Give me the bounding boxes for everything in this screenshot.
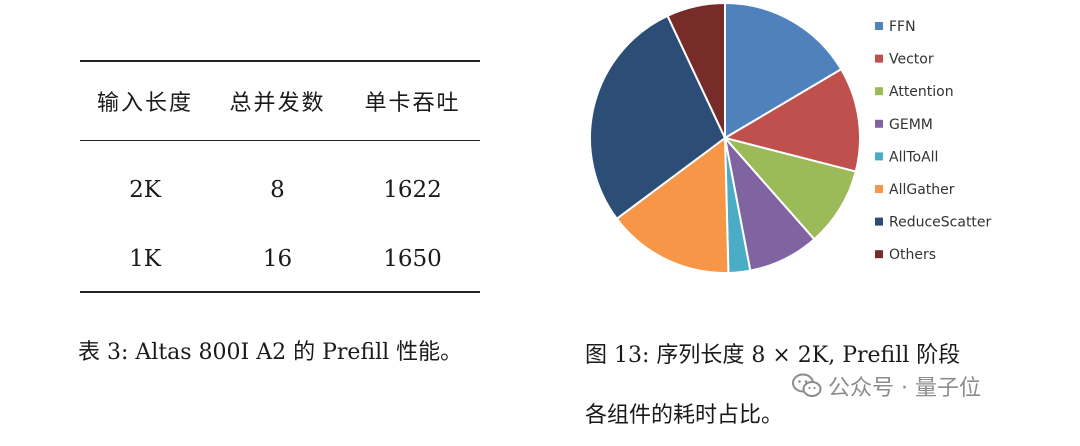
header-input-length: 输入长度 bbox=[96, 91, 193, 116]
pie-slice-ffn bbox=[724, 1, 843, 140]
wechat-icon bbox=[792, 373, 822, 405]
legend-label-attention: Attention bbox=[889, 84, 954, 100]
pie-slices bbox=[589, 1, 861, 274]
table-mid-rule bbox=[80, 140, 480, 141]
watermark: 公众号 · 量子位 bbox=[792, 370, 981, 405]
performance-table-block: 输入长度 总并发数 单卡吞吐 2K 8 1622 1K 16 1650 bbox=[80, 60, 480, 293]
table-bottom-rule bbox=[80, 291, 480, 293]
cell-input-length: 2K bbox=[129, 177, 161, 203]
legend-swatch-reducescatter bbox=[875, 217, 883, 226]
cell-total-concurrency: 16 bbox=[262, 246, 293, 272]
cell-per-card-throughput: 1650 bbox=[383, 246, 442, 272]
legend-label-gemm: GEMM bbox=[889, 117, 933, 133]
pie-slice-others bbox=[666, 1, 726, 139]
legend-swatch-allgather bbox=[875, 185, 883, 193]
performance-table-body: 2K 8 1622 1K 16 1650 bbox=[80, 141, 480, 291]
header-per-card-throughput: 单卡吞吐 bbox=[364, 91, 461, 116]
chart-legend: FFN Vector Attention GEMM AllToAll AllGather R… bbox=[875, 19, 992, 263]
legend-label-ffn: FFN bbox=[889, 19, 916, 35]
cell-per-card-throughput: 1622 bbox=[383, 177, 442, 203]
legend-label-reducescatter: ReduceScatter bbox=[889, 215, 992, 231]
cell-input-length: 1K bbox=[129, 246, 161, 272]
legend-label-others: Others bbox=[889, 247, 936, 263]
header-total-concurrency: 总并发数 bbox=[229, 91, 326, 116]
table-top-rule bbox=[80, 60, 480, 62]
figure-caption: 图 13: 序列长度 8 × 2K, Prefill 阶段 各组件的耗时占比。 bbox=[585, 326, 960, 446]
table-row: 2K 8 1622 bbox=[80, 141, 480, 235]
legend-label-vector: Vector bbox=[889, 52, 934, 68]
legend-swatch-attention bbox=[875, 87, 883, 96]
pie-slice-allgather bbox=[615, 136, 730, 274]
legend-swatch-vector bbox=[875, 54, 883, 63]
table-header-row: 输入长度 总并发数 单卡吞吐 bbox=[80, 62, 480, 140]
watermark-text: 公众号 · 量子位 bbox=[828, 376, 981, 401]
legend-label-alltoall: AllToAll bbox=[889, 149, 938, 165]
table-row: 1K 16 1650 bbox=[80, 235, 480, 291]
performance-table: 输入长度 总并发数 单卡吞吐 bbox=[80, 62, 480, 140]
table-caption: 表 3: Altas 800I A2 的 Prefill 性能。 bbox=[78, 340, 463, 365]
legend-swatch-ffn bbox=[875, 22, 883, 30]
legend-swatch-alltoall bbox=[875, 152, 883, 161]
legend-swatch-others bbox=[875, 250, 883, 259]
pie-slice-attention bbox=[722, 136, 857, 241]
component-time-pie-chart: FFN Vector Attention GEMM AllToAll AllGather R… bbox=[589, 1, 992, 274]
figure-caption-line-1: 图 13: 序列长度 8 × 2K, Prefill 阶段 bbox=[585, 343, 961, 368]
legend-label-allgather: AllGather bbox=[889, 182, 955, 198]
figure-caption-line-2: 各组件的耗时占比。 bbox=[585, 403, 784, 428]
legend-swatch-gemm bbox=[875, 119, 883, 128]
cell-total-concurrency: 8 bbox=[270, 177, 285, 203]
